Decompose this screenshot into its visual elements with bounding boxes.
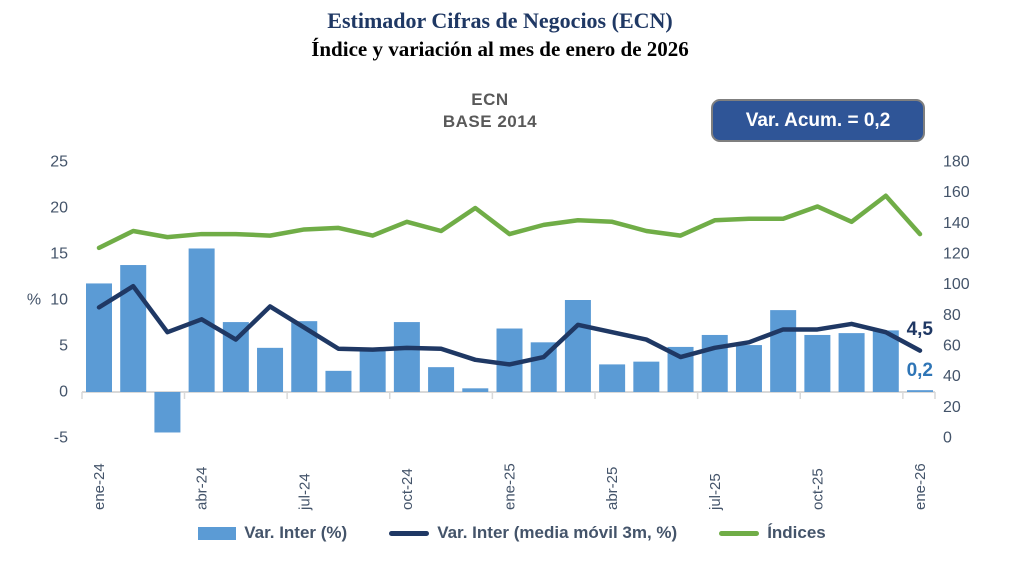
bar-jun-24 (257, 347, 284, 392)
y-axis-left-tick-label: 0 (59, 384, 68, 401)
bar-mar-24 (154, 392, 181, 433)
y-axis-left-tick-label: 20 (50, 200, 68, 217)
legend-label-indices: Índices (767, 523, 826, 542)
var-acum-badge: Var. Acum. = 0,2 (711, 99, 925, 142)
bar-ago-24 (325, 370, 352, 392)
y-axis-right-tick-label: 80 (943, 307, 961, 324)
bar-nov-25 (838, 333, 865, 392)
bar-dic-25 (872, 330, 899, 392)
y-axis-right-tick-label: 140 (943, 215, 970, 232)
y-axis-right-tick-label: 180 (943, 154, 970, 171)
y-axis-right-tick-label: 20 (943, 399, 961, 416)
legend-item-indices: Índices (719, 523, 826, 543)
x-axis-label-oct-24: oct-24 (399, 468, 416, 510)
moving-average-series-swatch (389, 530, 430, 536)
indices-line (96, 193, 923, 251)
x-axis-label-abr-24: abr-24 (194, 467, 211, 510)
y-axis-right-tick-label: 40 (943, 368, 961, 385)
y-axis-right-tick-label: 160 (943, 184, 970, 201)
y-axis-left-tick-label: 10 (50, 292, 68, 309)
x-axis-label-jul-24: jul-24 (296, 473, 313, 511)
chart-title-line2: BASE 2014 (442, 112, 538, 131)
y-axis-left-tick-label: 15 (50, 246, 68, 263)
x-axis-label-jul-25: jul-25 (707, 473, 724, 511)
bar-ene-26 (907, 390, 933, 392)
chart-legend: Var. Inter (%) Var. Inter (media móvil 3… (0, 523, 1024, 543)
legend-item-moving-average: Var. Inter (media móvil 3m, %) (389, 523, 677, 543)
bar-mar-25 (564, 300, 591, 392)
bar-end-label: 0,2 (907, 360, 933, 381)
combo-chart: 25 20 15 10 5 0 -5% 180 160 140 120 100 80 60 40 20 0 ene… (27, 154, 970, 512)
indices-series-swatch (719, 530, 760, 536)
chart-title: ECN BASE 2014 (0, 89, 980, 133)
y-axis-left-tick-label: 25 (50, 154, 68, 171)
bar-abr-25 (599, 364, 626, 392)
bar-sep-24 (359, 350, 386, 392)
page-subtitle: Índice y variación al mes de enero de 20… (311, 37, 689, 61)
bar-dic-24 (462, 388, 489, 392)
bar-series-swatch (198, 526, 237, 540)
y-axis-left-tick-label: 5 (59, 338, 68, 355)
moving-average-end-label: 4,5 (907, 319, 934, 340)
y-axis-right-tick-label: 0 (943, 430, 952, 447)
bar-nov-24 (428, 367, 455, 392)
chart-title-line1: ECN (471, 90, 509, 109)
bar-ago-25 (735, 345, 762, 392)
y-axis-right-tick-label: 120 (943, 246, 970, 263)
x-axis-label-abr-25: abr-25 (604, 467, 621, 510)
bar-sep-25 (770, 310, 797, 392)
x-axis-label-ene-25: ene-25 (502, 463, 519, 510)
bar-oct-25 (804, 334, 831, 392)
moving-average-line (96, 283, 923, 367)
legend-item-var-inter: Var. Inter (%) (198, 523, 347, 543)
bar-oct-24 (393, 322, 420, 392)
y-axis-right-tick-label: 60 (943, 338, 961, 355)
bar-may-25 (633, 361, 660, 392)
y-axis-left-tick-label: -5 (54, 430, 68, 447)
page-title: Estimador Cifras de Negocios (ECN) (327, 8, 673, 33)
x-axis-label-ene-26: ene-26 (912, 463, 929, 510)
legend-label-var-inter: Var. Inter (%) (244, 523, 348, 542)
x-axis-label-ene-24: ene-24 (91, 463, 108, 510)
x-axis-label-oct-25: oct-25 (809, 468, 826, 510)
left-axis-title: % (27, 292, 41, 309)
bar-jul-25 (701, 334, 728, 392)
legend-label-moving-average: Var. Inter (media móvil 3m, %) (437, 523, 678, 542)
y-axis-right-tick-label: 100 (943, 276, 970, 293)
